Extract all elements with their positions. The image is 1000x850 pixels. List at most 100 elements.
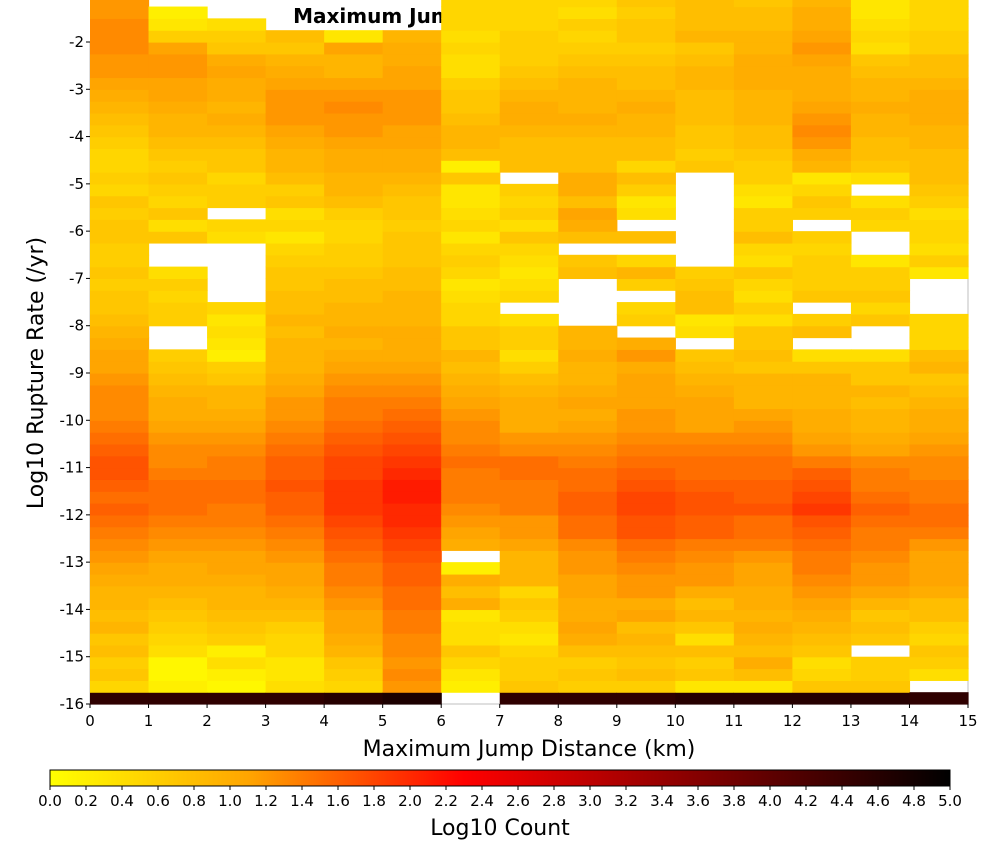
heatmap-cell xyxy=(90,42,150,55)
heatmap-cell xyxy=(616,562,676,575)
heatmap-cell xyxy=(441,443,501,457)
heatmap-cell xyxy=(324,361,384,374)
heatmap-cell xyxy=(382,455,442,469)
heatmap-cell xyxy=(207,526,267,540)
heatmap-cell xyxy=(675,503,735,516)
heatmap-cell xyxy=(499,124,559,138)
heatmap-cell xyxy=(324,479,384,492)
heatmap-cell xyxy=(792,361,852,374)
heatmap-cell xyxy=(148,313,208,327)
heatmap-cell xyxy=(675,443,735,457)
heatmap-cell xyxy=(441,656,501,670)
heatmap-cell xyxy=(558,148,618,161)
heatmap-cell xyxy=(558,195,618,209)
heatmap-cell xyxy=(324,278,384,291)
heatmap-cell xyxy=(558,396,618,410)
heatmap-cell xyxy=(148,6,208,19)
heatmap-cell xyxy=(90,621,150,634)
heatmap-cell xyxy=(909,573,969,587)
heatmap-cell xyxy=(382,349,442,362)
heatmap-cell xyxy=(850,514,911,528)
heatmap-cell xyxy=(441,160,501,173)
heatmap-cell xyxy=(382,148,442,161)
heatmap-cell xyxy=(441,254,501,268)
heatmap-cell xyxy=(733,432,793,445)
x-tick-label: 12 xyxy=(783,712,802,730)
heatmap-cell xyxy=(207,680,267,693)
heatmap-cell xyxy=(909,0,969,8)
heatmap-cell xyxy=(792,313,852,327)
heatmap-cell xyxy=(324,443,384,457)
heatmap-cell xyxy=(382,242,442,256)
heatmap-cell xyxy=(792,136,852,149)
heatmap-cell xyxy=(265,77,325,90)
heatmap-cell xyxy=(148,573,208,587)
heatmap-cell xyxy=(909,455,969,469)
heatmap-cell xyxy=(616,124,676,138)
heatmap-cell xyxy=(733,242,793,256)
heatmap-cell xyxy=(558,668,618,681)
heatmap-cell xyxy=(733,538,793,551)
heatmap-cell xyxy=(792,0,852,8)
colorbar-tick-label: 2.0 xyxy=(398,792,422,810)
heatmap-cell xyxy=(850,550,911,563)
heatmap-cell xyxy=(324,491,384,504)
heatmap-cell xyxy=(850,467,911,480)
heatmap-cell xyxy=(90,148,150,161)
heatmap-cell xyxy=(441,77,501,90)
heatmap-cell xyxy=(733,148,793,161)
heatmap-cell xyxy=(616,6,676,19)
colorbar-tick-label: 2.8 xyxy=(542,792,566,810)
heatmap-cell xyxy=(382,112,442,126)
heatmap-cell xyxy=(909,65,969,79)
heatmap-cell xyxy=(733,384,793,398)
heatmap-cell xyxy=(207,160,267,173)
heatmap-cell xyxy=(265,242,325,256)
heatmap-cell xyxy=(558,349,618,362)
y-tick-label: -6 xyxy=(69,222,84,240)
heatmap-cell xyxy=(265,455,325,469)
heatmap-cell xyxy=(265,573,325,587)
heatmap-cell xyxy=(850,30,911,43)
heatmap-cell xyxy=(207,550,267,563)
heatmap-cell xyxy=(441,503,501,516)
heatmap-cell xyxy=(792,266,852,280)
heatmap-cell xyxy=(616,195,676,209)
heatmap-cell xyxy=(850,302,911,315)
heatmap-cell xyxy=(675,479,735,492)
heatmap-cell xyxy=(382,290,442,303)
heatmap-cell xyxy=(850,538,911,551)
heatmap-cell xyxy=(499,219,559,232)
heatmap-cell xyxy=(733,609,793,622)
heatmap-cell xyxy=(675,325,735,339)
heatmap-cell xyxy=(382,443,442,457)
heatmap-cell xyxy=(324,160,384,173)
heatmap-cell xyxy=(382,550,442,563)
heatmap-cell xyxy=(616,148,676,161)
heatmap-cell xyxy=(850,136,911,149)
heatmap-cell xyxy=(850,254,911,268)
heatmap-cell xyxy=(792,692,852,705)
heatmap-cell xyxy=(616,361,676,374)
heatmap-cell xyxy=(850,503,911,516)
heatmap-cell xyxy=(909,231,969,244)
heatmap-cell xyxy=(148,266,208,280)
heatmap-cell xyxy=(324,514,384,528)
heatmap-cell xyxy=(909,384,969,398)
heatmap-cell xyxy=(850,408,911,421)
heatmap-cell xyxy=(265,112,325,126)
heatmap-cell xyxy=(558,503,618,516)
heatmap-cell xyxy=(733,278,793,291)
heatmap-cell xyxy=(909,53,969,67)
heatmap-cell xyxy=(90,349,150,362)
heatmap-cell xyxy=(499,692,559,705)
heatmap-cell xyxy=(265,207,325,220)
heatmap-cell xyxy=(148,597,208,611)
heatmap-cell xyxy=(675,621,735,634)
heatmap-cell xyxy=(675,692,735,705)
heatmap-cell xyxy=(148,42,208,55)
heatmap-cell xyxy=(441,349,501,362)
heatmap-cell xyxy=(675,550,735,563)
heatmap-cell xyxy=(207,514,267,528)
heatmap-cell xyxy=(616,18,676,31)
